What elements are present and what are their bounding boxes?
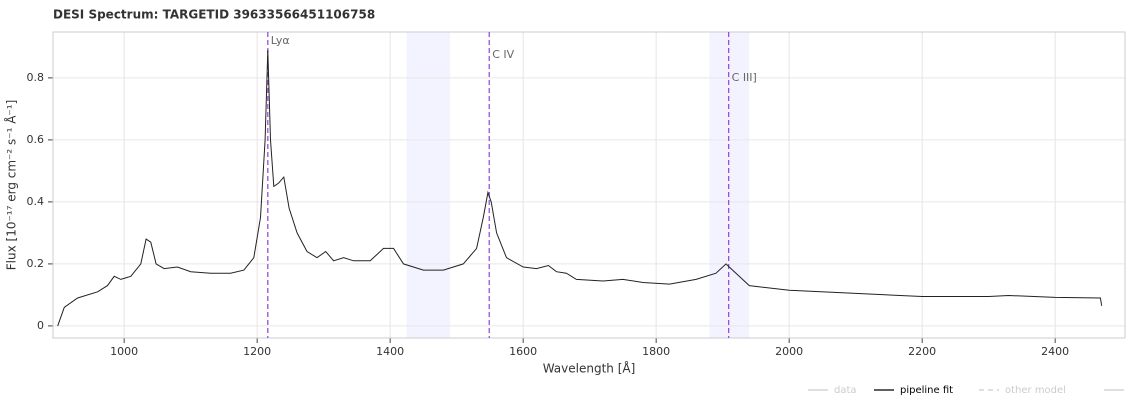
chart-title: DESI Spectrum: TARGETID 3963356645110675… [53,8,375,22]
x-tick-label: 2200 [908,345,936,358]
plot-frame [52,31,1126,339]
emission-label: C III] [732,71,757,84]
legend-label[interactable]: pipeline fit [900,385,953,396]
x-tick-label: 1200 [243,345,271,358]
y-tick-label: 0 [37,319,44,332]
x-tick-label: 2400 [1041,345,1069,358]
y-tick-label: 0.4 [27,195,45,208]
emission-label: Lyα [271,34,290,47]
masked-band [406,32,451,338]
y-tick-label: 0.6 [27,133,45,146]
x-axis-label: Wavelength [Å] [543,361,636,376]
legend-label[interactable]: other model [1005,385,1066,396]
x-tick-label: 1400 [376,345,404,358]
emission-label: C IV [492,48,514,61]
masked-band [709,32,750,338]
x-tick-label: 1800 [642,345,670,358]
x-tick-label: 1600 [509,345,537,358]
x-tick-label: 1000 [110,345,138,358]
spectrum-line [57,49,1103,327]
y-axis-label: Flux [10⁻¹⁷ erg cm⁻² s⁻¹ Å⁻¹] [4,100,19,271]
x-tick-label: 2000 [775,345,803,358]
y-tick-label: 0.2 [27,257,45,270]
legend-label[interactable]: data [834,385,857,396]
y-tick-label: 0.8 [27,71,45,84]
